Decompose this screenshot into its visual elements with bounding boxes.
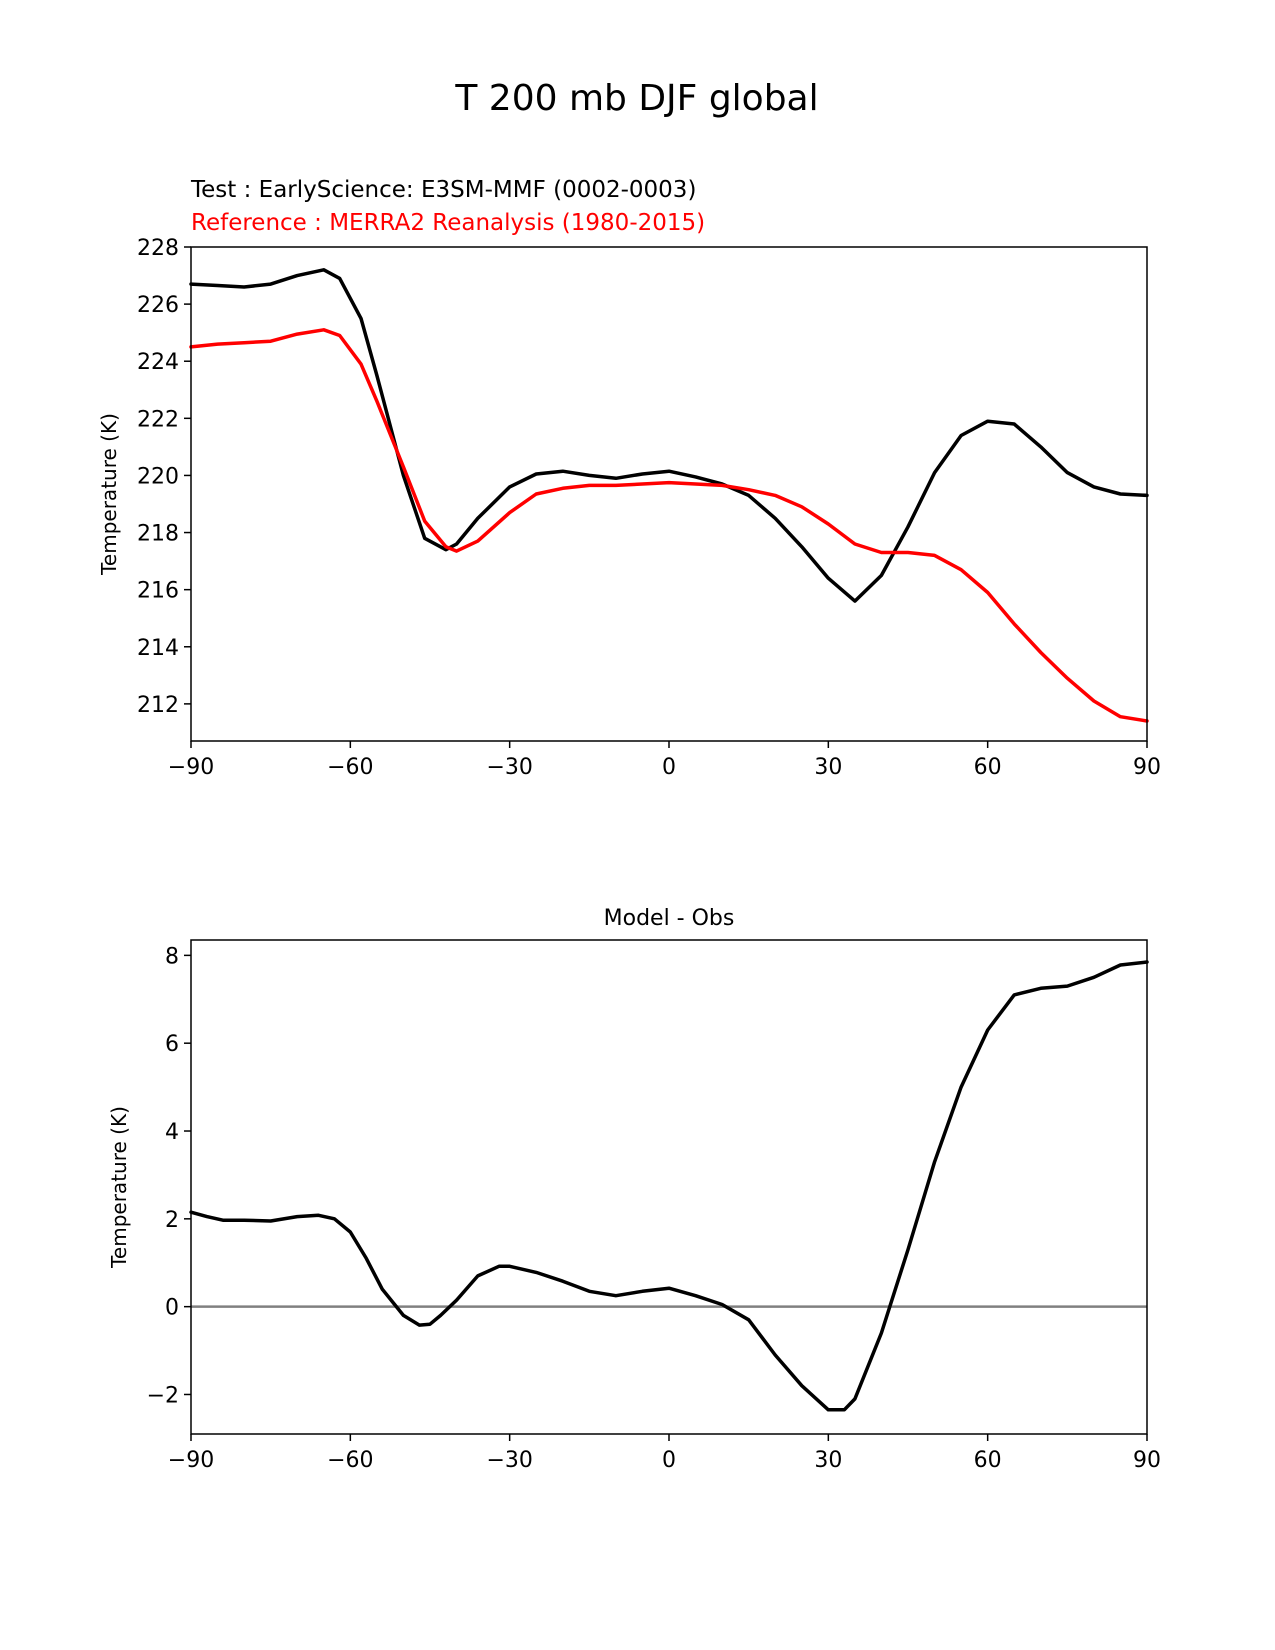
x-tick-label: −30 (486, 755, 532, 780)
x-tick-label: −60 (327, 755, 373, 780)
y-tick-label: 4 (165, 1120, 179, 1145)
plot-frame (190, 939, 1148, 1435)
plot-frame (190, 246, 1148, 742)
y-tick-label: 224 (137, 350, 179, 375)
series-line-model-obs (189, 960, 1149, 1412)
x-tick-label: −60 (327, 1448, 373, 1473)
x-tick-label: 30 (814, 1448, 842, 1473)
x-tick-label: 30 (814, 755, 842, 780)
series-line-reference (189, 328, 1149, 723)
bottom-difference-chart: −90 −60 −30 0 30 60 90 −2 0 2 4 6 8 Temperature (K) (107, 939, 1161, 1473)
top-temperature-chart: −90 −60 −30 0 30 60 90 212 214 216 218 220 222 224 226… (97, 236, 1161, 780)
series-line-test (189, 268, 1149, 603)
y-tick-label: 212 (137, 693, 179, 718)
y-tick-label: 228 (137, 236, 179, 261)
y-tick-label: 2 (165, 1208, 179, 1233)
y-axis-label: Temperature (K) (97, 413, 121, 576)
x-tick-label: 90 (1133, 1448, 1161, 1473)
legend-test-label: Test : EarlyScience: E3SM-MMF (0002-0003… (190, 177, 696, 203)
y-axis-label: Temperature (K) (107, 1106, 131, 1269)
x-tick-label: 0 (662, 1448, 676, 1473)
y-tick-label: 6 (165, 1032, 179, 1057)
y-tick-label: 222 (137, 407, 179, 432)
x-tick-label: 0 (662, 755, 676, 780)
figure-title: T 200 mb DJF global (454, 78, 818, 119)
y-tick-label: 218 (137, 522, 179, 547)
y-tick-label: 226 (137, 293, 179, 318)
bottom-chart-title: Model - Obs (604, 906, 735, 931)
y-tick-label: 8 (165, 944, 179, 969)
y-tick-label: 0 (165, 1296, 179, 1321)
x-tick-label: −90 (168, 1448, 214, 1473)
x-tick-label: −90 (168, 755, 214, 780)
y-tick-label: 216 (137, 579, 179, 604)
y-tick-label: −2 (147, 1383, 179, 1408)
x-tick-label: 60 (974, 1448, 1002, 1473)
y-tick-label: 214 (137, 636, 179, 661)
x-tick-label: −30 (486, 1448, 532, 1473)
x-tick-label: 90 (1133, 755, 1161, 780)
legend-reference-label: Reference : MERRA2 Reanalysis (1980-2015… (191, 210, 705, 236)
y-tick-label: 220 (137, 464, 179, 489)
x-tick-label: 60 (974, 755, 1002, 780)
